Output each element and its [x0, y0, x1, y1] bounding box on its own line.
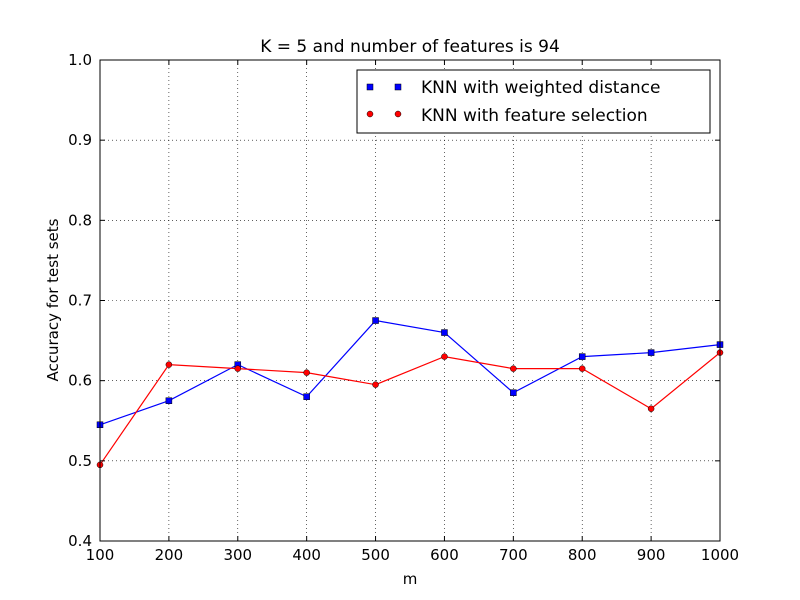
series-1-point [510, 365, 517, 372]
y-tick-label: 0.9 [68, 131, 92, 149]
x-axis-label: m [403, 570, 418, 588]
y-tick-label: 0.5 [68, 452, 92, 470]
series-1-point [165, 361, 173, 368]
series-line-1 [99, 352, 721, 466]
x-tick-label: 500 [361, 546, 390, 564]
series-1-point [372, 381, 379, 388]
chart-title: K = 5 and number of features is 94 [260, 37, 560, 57]
legend: KNN with weighted distance KNN with feat… [356, 69, 711, 134]
x-tick-label: 900 [637, 546, 666, 564]
series-0-point [510, 389, 517, 396]
series-0-point [165, 397, 173, 404]
x-tick-label: 300 [223, 546, 252, 564]
legend-marker-weighted-distance-1 [366, 83, 374, 91]
series-0-point [303, 393, 310, 400]
series-0-point [647, 349, 655, 356]
y-tick-label: 0.6 [68, 372, 92, 390]
x-tick-label: 400 [292, 546, 321, 564]
series-0-point [578, 353, 586, 360]
legend-label-weighted-distance: KNN with weighted distance [421, 78, 660, 98]
legend-marker-feature-selection-2 [394, 110, 402, 118]
series-1-point [303, 369, 310, 376]
x-tick-label: 700 [499, 546, 528, 564]
legend-marker-weighted-distance-2 [394, 83, 402, 91]
y-axis-label: Accuracy for test sets [44, 218, 62, 381]
y-tick-label: 0.4 [68, 532, 92, 550]
y-tick-label: 0.8 [68, 211, 92, 229]
legend-box [356, 69, 711, 134]
axis-ticks: 100 200 300 400 500 600 700 800 900 1000 0.4 0.5 0.6… [68, 51, 739, 564]
x-tick-label: 1000 [701, 546, 739, 564]
legend-marker-feature-selection-1 [366, 110, 374, 118]
x-tick-label: 800 [568, 546, 597, 564]
series-1-point [578, 365, 586, 372]
series-1-point [647, 405, 655, 412]
y-tick-label: 1.0 [68, 51, 92, 69]
x-tick-label: 600 [430, 546, 459, 564]
x-tick-label: 100 [86, 546, 115, 564]
series-1-point [441, 353, 448, 360]
x-tick-label: 200 [155, 546, 184, 564]
series-0-point [372, 317, 379, 324]
series-1-point [234, 365, 242, 372]
y-tick-label: 0.7 [68, 292, 92, 310]
legend-label-feature-selection: KNN with feature selection [421, 106, 648, 126]
series-0-point [441, 329, 448, 336]
series-line-0 [99, 319, 721, 426]
